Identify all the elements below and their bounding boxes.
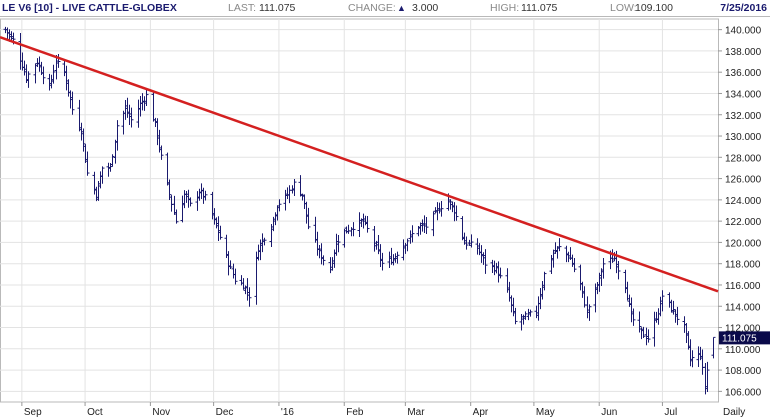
x-tick-label: Feb [346, 407, 364, 418]
price-chart: 106.000 108.000 110.000 112.000 114.000 116.0… [0, 18, 770, 418]
x-tick-label: '16 [281, 407, 294, 418]
y-tick-label: 134.000 [725, 89, 762, 100]
x-tick-label: Dec [216, 407, 234, 418]
last-price-tag-label: 111.075 [722, 333, 757, 344]
y-tick-label: 106.000 [725, 387, 762, 398]
change-value: 3.000 [412, 2, 439, 14]
low-label: LOW: [610, 2, 637, 14]
change-label: CHANGE: [348, 2, 396, 14]
y-tick-label: 128.000 [725, 153, 762, 164]
y-tick-label: 118.000 [725, 260, 761, 271]
y-tick-label: 136.000 [725, 68, 762, 79]
quote-header: LE V6 [10] - LIVE CATTLE-GLOBEX LAST: 11… [0, 0, 770, 17]
last-label: LAST: [228, 2, 257, 14]
y-tick-label: 114.000 [725, 302, 761, 313]
y-tick-label: 138.000 [725, 47, 762, 58]
y-tick-label: 110.000 [725, 345, 761, 356]
y-tick-label: 122.000 [725, 217, 762, 228]
x-tick-label: Jun [601, 407, 617, 418]
y-tick-label: 120.000 [725, 238, 762, 249]
y-tick-label: 116.000 [725, 281, 761, 292]
y-tick-label: 132.000 [725, 111, 762, 122]
x-tick-label: Jul [664, 407, 677, 418]
symbol-title: LE V6 [10] - LIVE CATTLE-GLOBEX [2, 2, 177, 14]
quote-date: 7/25/2016 [720, 2, 767, 14]
y-tick-label: 108.000 [725, 366, 762, 377]
high-value: 111.075 [521, 2, 558, 14]
periodicity-label: Daily [723, 407, 745, 418]
last-price-tag [719, 331, 770, 345]
x-tick-label: May [536, 407, 555, 418]
x-tick-label: Nov [152, 407, 170, 418]
y-tick-label: 140.000 [725, 26, 762, 37]
x-tick-label: Sep [24, 407, 42, 418]
y-tick-label: 130.000 [725, 132, 762, 143]
high-label: HIGH: [490, 2, 520, 14]
y-tick-label: 124.000 [725, 196, 762, 207]
low-value: 109.100 [635, 2, 673, 14]
x-tick-label: Mar [407, 407, 425, 418]
y-tick-label: 112.000 [725, 324, 761, 335]
last-value: 111.075 [259, 2, 296, 14]
trendline [0, 35, 719, 293]
x-tick-label: Oct [87, 407, 103, 418]
y-tick-label: 126.000 [725, 175, 762, 186]
x-tick-label: Apr [473, 407, 489, 418]
up-arrow-icon: ▲ [397, 3, 406, 13]
